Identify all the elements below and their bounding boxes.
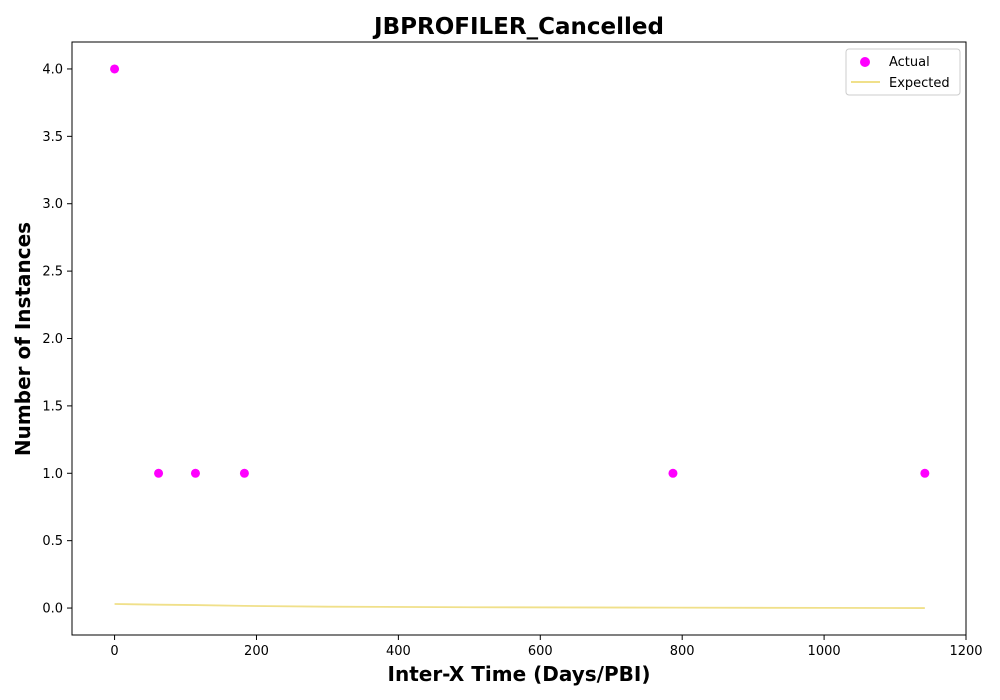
- x-tick-label: 1000: [808, 644, 841, 659]
- y-tick-label: 1.0: [42, 467, 63, 482]
- y-tick-label: 3.5: [42, 130, 63, 145]
- plot-area-frame: [71, 41, 967, 636]
- legend: Actual Expected: [845, 48, 961, 96]
- actual-point: [668, 468, 678, 478]
- actual-point: [190, 468, 200, 478]
- legend-box: [845, 48, 961, 96]
- x-tick-label: 0: [110, 644, 118, 659]
- y-tick-label: 0.5: [42, 534, 63, 549]
- actual-point: [239, 468, 249, 478]
- x-tick-label: 600: [528, 644, 553, 659]
- y-tick-label: 1.5: [42, 399, 63, 414]
- actual-point: [154, 468, 164, 478]
- y-tick-label: 4.0: [42, 62, 63, 77]
- x-axis-ticks: 0 200 400 600 800 1000 1200: [110, 635, 983, 659]
- y-axis-label: Number of Instances: [11, 222, 35, 456]
- x-tick-label: 200: [244, 644, 269, 659]
- actual-point: [110, 64, 120, 74]
- y-tick-label: 3.0: [42, 197, 63, 212]
- legend-actual-label: Actual: [889, 55, 930, 70]
- chart-title: JBPROFILER_Cancelled: [372, 14, 664, 40]
- x-tick-label: 400: [386, 644, 411, 659]
- x-axis-label: Inter-X Time (Days/PBI): [388, 662, 651, 686]
- x-tick-label: 1200: [949, 644, 982, 659]
- series-layer: [110, 64, 930, 609]
- y-tick-label: 0.0: [42, 602, 63, 617]
- legend-actual-marker: [860, 57, 870, 67]
- y-axis-ticks: 0.0 0.5 1.0 1.5 2.0 2.5 3.0 3.5 4.0: [42, 62, 72, 617]
- y-tick-label: 2.0: [42, 332, 63, 347]
- expected-line: [114, 603, 925, 609]
- y-tick-label: 2.5: [42, 265, 63, 280]
- x-tick-label: 800: [670, 644, 695, 659]
- actual-point: [920, 468, 930, 478]
- legend-expected-label: Expected: [889, 76, 950, 91]
